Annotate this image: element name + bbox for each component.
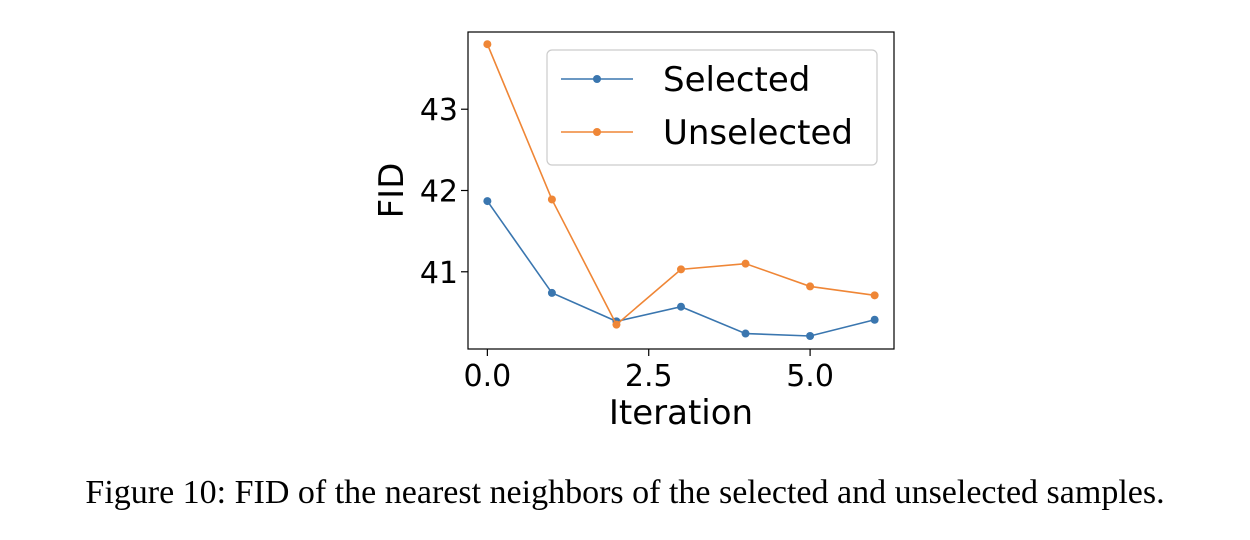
x-tick-label: 2.5 (625, 359, 673, 394)
y-axis: 41 42 43 (420, 93, 468, 291)
legend-swatch-marker (593, 75, 601, 83)
legend-label: Unselected (663, 113, 853, 153)
chart: 0.0 2.5 5.0 41 42 43 Selected Unselected Iter… (372, 31, 895, 433)
data-point (483, 197, 492, 206)
legend: Selected Unselected (546, 49, 878, 166)
data-point (870, 315, 879, 324)
y-tick-label: 41 (420, 256, 458, 291)
data-point (677, 302, 685, 311)
x-tick-label: 5.0 (786, 359, 834, 394)
series-layer (483, 40, 879, 340)
data-point (547, 195, 556, 204)
data-point (806, 331, 815, 340)
figure-caption: Figure 10: FID of the nearest neighbors … (85, 474, 1165, 511)
y-tick-label: 43 (420, 93, 458, 128)
data-point (741, 329, 750, 338)
y-axis-label: FID (372, 163, 412, 219)
legend-swatch-marker (593, 128, 601, 136)
data-point (806, 282, 815, 291)
data-point (870, 291, 879, 300)
data-point (483, 40, 492, 49)
legend-label: Selected (663, 60, 810, 100)
x-tick-label: 0.0 (464, 359, 512, 394)
data-point (612, 320, 621, 329)
data-point (677, 265, 685, 274)
y-tick-label: 42 (420, 175, 458, 210)
x-axis-label: Iteration (609, 393, 753, 433)
data-point (547, 288, 556, 297)
x-axis: 0.0 2.5 5.0 (464, 349, 834, 394)
data-point (741, 259, 750, 268)
